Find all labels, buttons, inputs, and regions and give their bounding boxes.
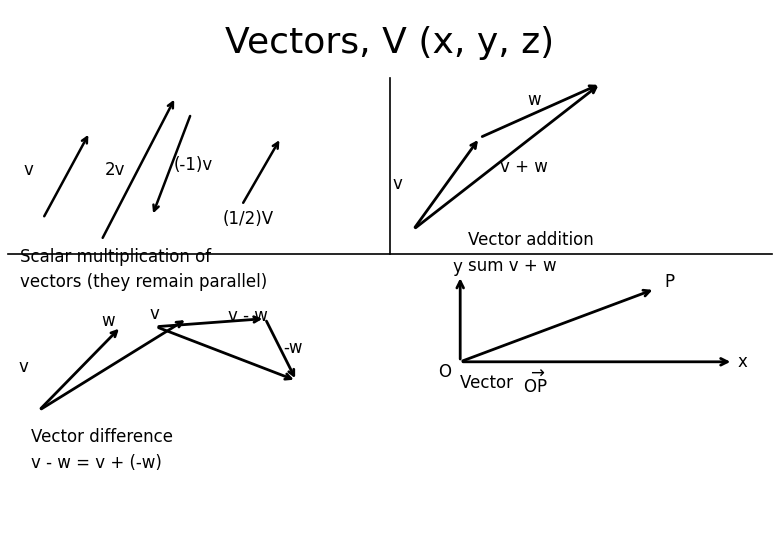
Text: v: v: [19, 358, 28, 376]
Text: v: v: [393, 174, 402, 193]
Text: sum v + w: sum v + w: [468, 257, 557, 275]
Text: v + w: v + w: [500, 158, 548, 177]
Text: Scalar multiplication of: Scalar multiplication of: [20, 247, 211, 266]
Text: 2v: 2v: [105, 161, 126, 179]
Text: O: O: [438, 362, 451, 381]
Text: Vectors, V (x, y, z): Vectors, V (x, y, z): [225, 26, 555, 60]
Text: (-1)v: (-1)v: [174, 156, 213, 174]
Text: $\overrightarrow{\mathrm{OP}}$: $\overrightarrow{\mathrm{OP}}$: [523, 370, 548, 396]
Text: P: P: [665, 273, 674, 291]
Text: Vector: Vector: [460, 374, 519, 393]
Text: w: w: [527, 91, 541, 109]
Text: -w: -w: [282, 339, 303, 357]
Text: (1/2)V: (1/2)V: [222, 210, 274, 228]
Text: vectors (they remain parallel): vectors (they remain parallel): [20, 273, 267, 292]
Text: w: w: [101, 312, 115, 330]
Text: Vector difference: Vector difference: [31, 428, 173, 447]
Text: x: x: [738, 353, 747, 371]
Text: v - w: v - w: [228, 307, 268, 325]
Text: y: y: [453, 258, 463, 276]
Text: v - w = v + (-w): v - w = v + (-w): [31, 454, 162, 472]
Text: v: v: [150, 305, 159, 323]
Text: Vector addition: Vector addition: [468, 231, 594, 249]
Text: v: v: [24, 161, 34, 179]
